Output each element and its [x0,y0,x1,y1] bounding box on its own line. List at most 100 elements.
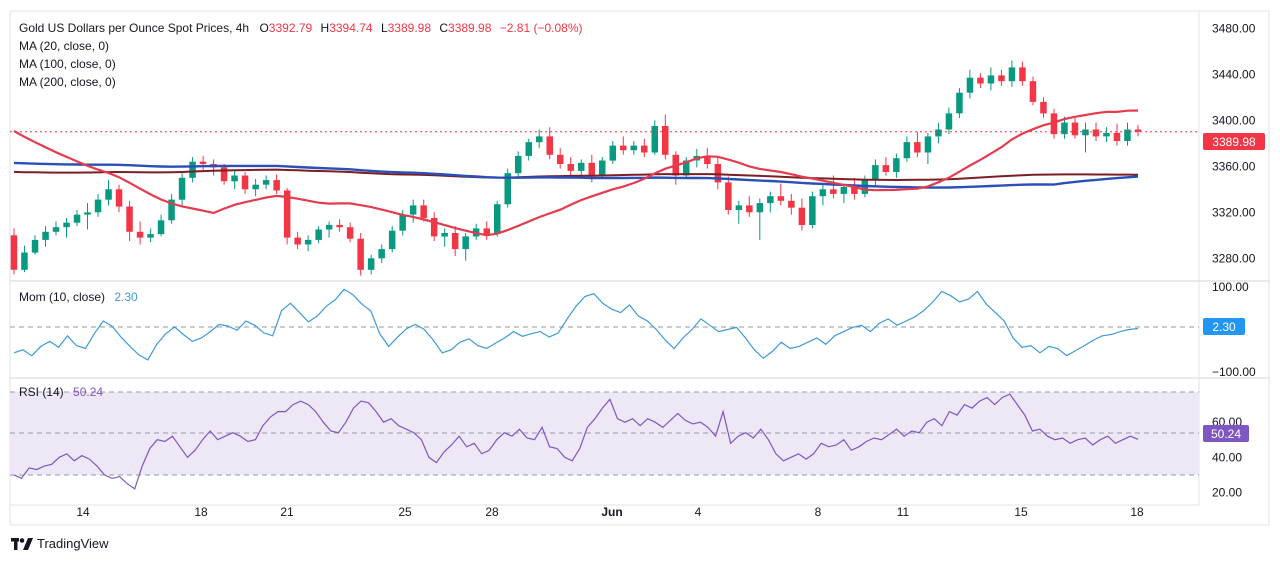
candle [935,122,942,144]
candle-body [304,239,312,245]
candle-body [578,162,585,171]
candle-body [609,145,616,161]
candle [147,228,154,243]
candle-body [336,224,343,228]
candle [914,131,921,158]
rsi-axis-tick-label: 40.00 [1212,450,1242,464]
candle-body [199,161,207,164]
candle-body [31,239,39,253]
candle-body [567,164,574,171]
candle [1019,61,1026,86]
candle [546,127,553,160]
candle [767,191,774,213]
candle [42,226,49,247]
candle [987,67,995,91]
candle [325,221,333,238]
open-label: O [259,21,268,35]
momentum-value-tag: 2.30 [1203,318,1245,335]
candle [409,199,417,223]
candle-body [620,145,627,151]
candle [31,235,39,255]
candle-body [851,187,858,194]
candle [168,193,175,224]
candle-body [1050,113,1058,135]
candle [157,214,165,237]
candlestick-series [10,60,1142,276]
candle [294,231,301,250]
momentum-legend-value: 2.30 [114,290,138,304]
candle-body [378,249,385,259]
tradingview-branding[interactable]: TradingView [11,536,109,551]
candle-body [147,234,154,238]
candle [357,233,364,276]
candle [735,200,743,224]
candle-body [1019,67,1026,82]
candle-body [935,129,942,137]
ma100-line [13,161,1139,189]
candle-body [189,161,196,178]
candle [273,174,280,194]
candle [515,151,522,178]
candle [105,180,112,206]
candle [1040,97,1047,118]
candle [231,170,238,190]
candle [809,191,816,229]
candle-body [840,187,848,194]
candle-body [630,145,637,151]
ma20-legend: MA (20, close, 0) [19,39,109,53]
candle-body [546,136,553,155]
candle-body [283,190,291,238]
candle-body [462,236,469,250]
candle-body [63,222,70,228]
price-axis-tick-label: 3480.00 [1212,21,1256,35]
candle-body [252,184,259,190]
candle-body [956,92,963,114]
candle-body [262,180,270,185]
tradingview-wordmark: TradingView [37,536,109,551]
candle [1103,127,1110,143]
candle [10,228,18,275]
candle [998,69,1005,86]
candle-body [777,196,785,201]
candle-body [105,189,112,200]
candle-body [94,199,102,213]
candle [756,198,764,240]
candle [945,107,953,135]
last-price-tag: 3389.98 [1203,133,1265,150]
candle-body [21,252,28,270]
candle [304,235,312,252]
candle [494,200,501,237]
candle [252,178,259,197]
candle [1124,122,1131,146]
candle-body [641,145,648,153]
candle-body [945,113,953,130]
candle [641,138,648,158]
candle-body [798,207,806,225]
candle [84,203,91,230]
rsi-value-tag: 50.24 [1203,425,1249,442]
candle [115,184,123,213]
candle-body [504,173,511,205]
candle [420,199,427,222]
candle [609,141,616,164]
candle-body [388,230,396,250]
low-label: L [381,21,388,35]
rsi-line [13,393,1139,490]
time-axis-tick-label: 11 [897,505,910,519]
candle [63,218,70,238]
candle [924,132,932,164]
candle [578,159,585,176]
candle [620,136,627,155]
candle [378,244,385,263]
time-axis-tick-label: 18 [1130,505,1144,519]
candle-body [914,142,921,153]
candle-body [273,180,280,191]
close-label: C [439,21,448,35]
candle [1008,60,1016,87]
mom-axis-labels: 100.00 −100.00 [1212,280,1256,379]
candle-body [872,165,879,181]
candle-body [1092,129,1100,137]
candle-body [966,77,974,93]
candle-body [42,231,49,240]
